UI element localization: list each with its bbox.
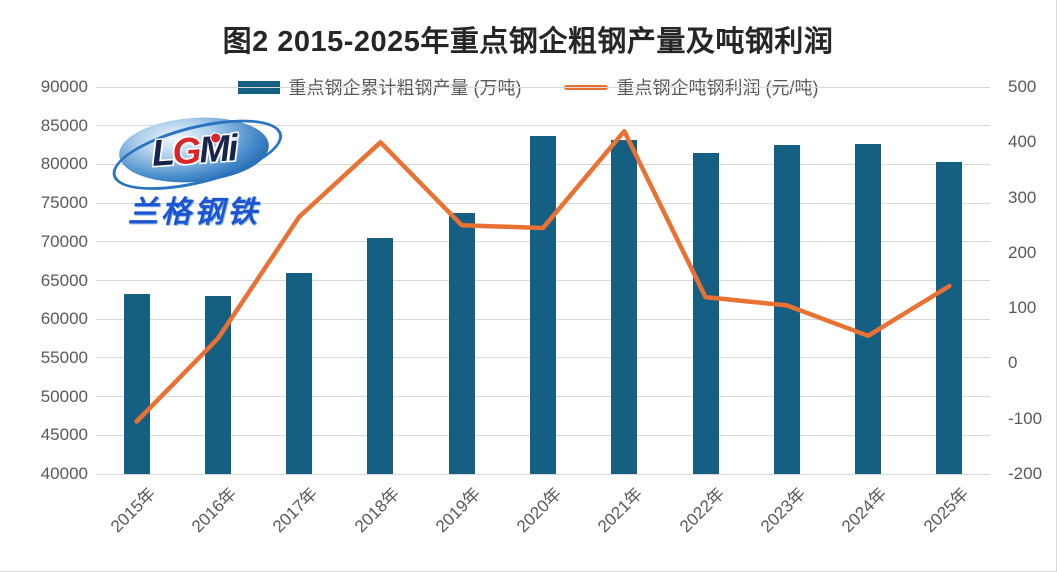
x-axis-tick-2025年: 2025年 <box>919 484 972 537</box>
bar-2021年 <box>611 139 638 474</box>
y-axis-tick-left: 80000 <box>40 154 88 174</box>
lgmi-logo: LGMi 兰格钢铁 <box>105 105 289 231</box>
y-axis-tick-right: 200 <box>1008 242 1037 262</box>
x-axis-tick-2023年: 2023年 <box>757 484 810 537</box>
legend-label-production: 重点钢企累计粗钢产量 (万吨) <box>288 78 522 98</box>
bar-2020年 <box>530 135 556 474</box>
x-axis-tick-2017年: 2017年 <box>269 484 322 537</box>
bar-2015年 <box>123 293 150 474</box>
gridline <box>96 473 990 475</box>
bar-2017年 <box>286 272 313 474</box>
x-axis-tick-2015年: 2015年 <box>106 484 160 537</box>
y-axis-tick-left: 65000 <box>40 270 88 290</box>
profit-line <box>134 128 952 424</box>
chart-title: 图2 2015-2025年重点钢企粗钢产量及吨钢利润 <box>222 26 834 58</box>
y-axis-tick-left: 85000 <box>40 115 88 135</box>
lgmi-logo-chinese: 兰格钢铁 <box>128 196 260 229</box>
y-axis-tick-left: 50000 <box>40 386 88 406</box>
bar-2022年 <box>692 152 719 474</box>
y-axis-tick-left: 70000 <box>40 231 88 251</box>
profit-line-path <box>134 128 952 424</box>
bar-2019年 <box>448 213 475 474</box>
x-axis-tick-2019年: 2019年 <box>431 484 485 537</box>
y-axis-tick-right: -200 <box>1008 464 1043 483</box>
y-axis-tick-right: -100 <box>1008 408 1043 428</box>
bar-2024年 <box>855 144 882 474</box>
x-axis-tick-2020年: 2020年 <box>513 484 566 537</box>
legend-label-profit: 重点钢企吨钢利润 (元/吨) <box>616 78 819 98</box>
y-axis-tick-left: 55000 <box>40 347 88 367</box>
y-axis-tick-right: 300 <box>1008 187 1037 207</box>
gridline <box>96 86 990 88</box>
x-axis-tick-2016年: 2016年 <box>188 484 241 537</box>
bar-2018年 <box>367 237 394 474</box>
y-axis-tick-left: 45000 <box>40 425 88 445</box>
bar-2025年 <box>936 162 963 474</box>
legend: 重点钢企累计粗钢产量 (万吨) 重点钢企吨钢利润 (元/吨) <box>0 74 1056 100</box>
x-axis-tick-2024年: 2024年 <box>838 484 891 537</box>
y-axis-tick-right: 400 <box>1008 132 1037 152</box>
y-axis-tick-left: 90000 <box>40 77 88 96</box>
y-axis-tick-left: 75000 <box>40 193 88 213</box>
y-axis-tick-right: 0 <box>1008 353 1018 373</box>
logo-letter-g: G <box>170 129 201 172</box>
x-axis-tick-2022年: 2022年 <box>675 484 728 537</box>
y-axis-tick-left: 40000 <box>40 464 88 483</box>
y-axis-tick-right: 100 <box>1008 298 1037 318</box>
y-axis-tick-left: 60000 <box>40 309 88 329</box>
x-axis-tick-2021年: 2021年 <box>594 484 647 537</box>
lgmi-logo-wordmark: LGMi <box>150 127 237 174</box>
x-axis-tick-2018年: 2018年 <box>350 484 403 537</box>
y-axis-tick-right: 500 <box>1008 77 1037 96</box>
gridline <box>96 125 990 127</box>
lgmi-logo-oval: LGMi <box>105 105 289 204</box>
